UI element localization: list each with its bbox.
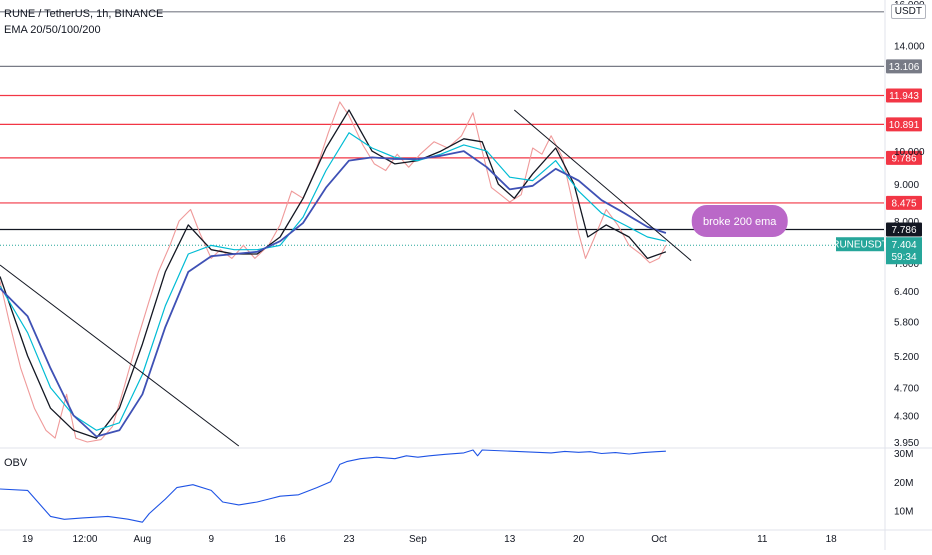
currency-badge[interactable]: USDT <box>890 4 926 19</box>
price-tick-label: 10.000 <box>894 147 925 158</box>
price-tick-label: 3.950 <box>894 438 919 449</box>
obv-line <box>0 449 666 523</box>
price-tick-label: 9.000 <box>894 180 919 191</box>
obv-tick-label: 30M <box>894 449 913 460</box>
series-layer <box>0 101 667 443</box>
ema-200-line <box>0 150 667 438</box>
obv-legend: OBV <box>4 457 28 469</box>
level-price-tag <box>886 59 922 74</box>
time-tick-label: Oct <box>651 534 667 545</box>
chart-title: RUNE / TetherUS, 1h, BINANCE <box>4 8 163 20</box>
level-price-label: 8.475 <box>891 198 916 209</box>
level-price-tag <box>886 195 922 210</box>
time-tick-label: 13 <box>504 534 516 545</box>
level-price-label: 10.891 <box>889 120 920 131</box>
level-price-label: 9.786 <box>891 153 916 164</box>
time-tick-label: 9 <box>208 534 214 545</box>
price-tick-label: 7.000 <box>894 259 919 270</box>
price-tick-label: 14.000 <box>894 42 925 53</box>
time-tick-label: 20 <box>573 534 585 545</box>
obv-pane: 30M 20M 10M <box>0 449 913 523</box>
symbol-tag <box>836 237 884 252</box>
level-price-label: 7.786 <box>891 225 916 236</box>
ema-legend: EMA 20/50/100/200 <box>4 24 101 36</box>
price-path <box>0 101 667 443</box>
current-price-countdown: 59:34 <box>891 252 916 263</box>
level-price-tag <box>886 150 922 165</box>
price-tick-label: 8.000 <box>894 217 919 228</box>
annotation-bubble <box>691 204 788 237</box>
current-price-value: 7.404 <box>891 240 916 251</box>
annotation-text: broke 200 ema <box>703 216 777 228</box>
trendline <box>0 264 240 447</box>
price-tick-label: 5.800 <box>894 318 919 329</box>
trendlines <box>0 109 692 447</box>
time-tick-label: Aug <box>133 534 151 545</box>
level-price-label: 13.106 <box>889 62 920 73</box>
time-tick-label: 18 <box>826 534 838 545</box>
ema-50-line <box>0 132 667 431</box>
time-tick-label: 16 <box>275 534 287 545</box>
time-tick-label: 23 <box>343 534 355 545</box>
horizontal-levels: 13.106 11.943 10.891 9.786 8.475 7.786 <box>0 11 922 246</box>
price-tick-label: 5.200 <box>894 352 919 363</box>
time-tick-label: 11 <box>757 534 768 545</box>
price-tick-label: 4.700 <box>894 384 919 395</box>
level-price-tag <box>886 88 922 103</box>
obv-tick-label: 10M <box>894 507 913 518</box>
level-price-label: 11.943 <box>889 91 919 102</box>
current-price-tag <box>886 237 922 265</box>
price-tick-label: 6.400 <box>894 287 919 298</box>
price-tick-label: 4.300 <box>894 411 919 422</box>
time-tick-label: 19 <box>22 534 34 545</box>
obv-tick-label: 20M <box>894 478 913 489</box>
time-tick-label: Sep <box>409 534 427 545</box>
level-price-tag <box>886 117 922 132</box>
trendline <box>514 109 692 261</box>
time-tick-label: 12:00 <box>72 534 97 545</box>
symbol-tag-label: RUNEUSDT <box>832 240 888 251</box>
level-price-tag <box>886 222 922 237</box>
ema-20-line <box>0 109 667 439</box>
